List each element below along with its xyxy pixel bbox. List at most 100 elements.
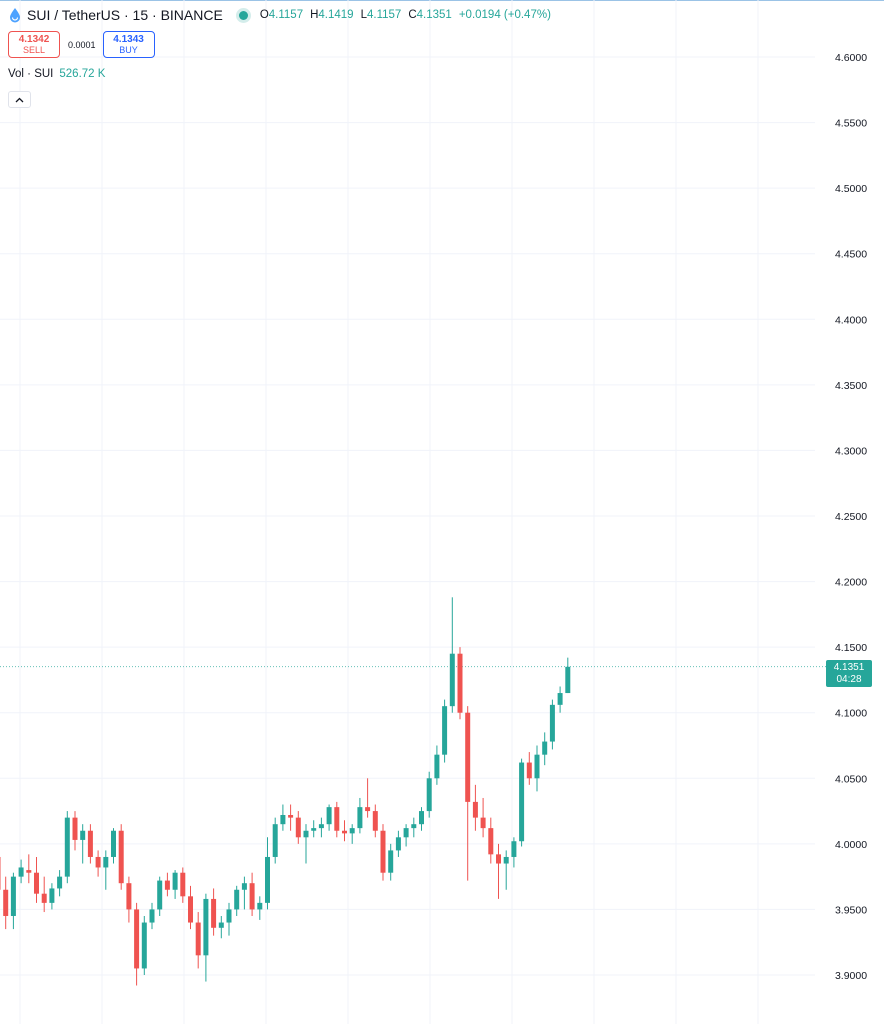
candle-body	[226, 909, 232, 923]
y-axis-tick-label: 4.1500	[835, 642, 867, 654]
trade-panel: 4.1342 SELL 0.0001 4.1343 BUY	[8, 31, 155, 58]
candle-body	[542, 741, 548, 755]
candle-body	[18, 867, 24, 877]
candle-body	[3, 889, 9, 916]
y-axis-tick-label: 4.1000	[835, 708, 867, 720]
candle-body	[526, 762, 532, 779]
candle-body	[511, 841, 517, 857]
candle-body	[449, 653, 455, 707]
candle-body	[95, 856, 101, 868]
candle-body	[172, 872, 178, 890]
candle-body	[403, 828, 409, 838]
candle-body	[141, 922, 147, 969]
candle-body	[419, 811, 424, 825]
chart-top-border	[0, 0, 884, 1]
candle-body	[395, 837, 401, 851]
y-axis-tick-label: 4.2500	[835, 511, 867, 523]
volume-legend[interactable]: Vol · SUI 526.72 K	[8, 68, 105, 80]
candle-body	[241, 883, 247, 890]
candle-body	[496, 854, 501, 864]
candle-body	[87, 830, 93, 857]
candle-body	[164, 880, 170, 890]
y-axis-tick-label: 3.9000	[835, 970, 867, 982]
candle-body	[534, 754, 540, 779]
candle-body	[180, 872, 186, 897]
chevron-up-icon	[15, 97, 24, 102]
candle-body	[488, 828, 494, 855]
candle-body	[434, 754, 440, 779]
ohlc-close: C4.1351	[408, 9, 452, 21]
sell-label: SELL	[22, 45, 46, 55]
bar-countdown: 04:28	[836, 674, 862, 685]
y-axis-tick-label: 4.0500	[835, 773, 867, 785]
sell-button[interactable]: 4.1342 SELL	[8, 31, 60, 58]
last-price-tag: 4.1351 04:28	[826, 660, 872, 687]
sell-price: 4.1342	[18, 34, 50, 45]
market-open-indicator	[238, 10, 248, 20]
y-axis-tick-label: 4.2000	[835, 577, 867, 589]
symbol-title[interactable]: SUI / TetherUS · 15 · BINANCE	[27, 7, 223, 23]
volume-label: Vol · SUI	[8, 68, 54, 80]
candle-body	[272, 824, 278, 857]
candle-body	[249, 883, 255, 910]
ohlc-open: O4.1157	[259, 9, 304, 21]
candle-body	[34, 872, 39, 894]
candle-body	[457, 653, 463, 713]
spread-value: 0.0001	[68, 39, 96, 50]
candle-body	[326, 807, 332, 825]
ohlc-high: H4.1419	[310, 9, 354, 21]
candle-body	[549, 704, 555, 742]
y-axis-tick-label: 4.4000	[835, 314, 867, 326]
chart-legend: SUI / TetherUS · 15 · BINANCE O4.1157 H4…	[8, 7, 551, 23]
ohlc-low: L4.1157	[360, 9, 402, 21]
candle-body	[442, 706, 448, 755]
candle-body	[480, 817, 486, 829]
last-price-value: 4.1351	[833, 662, 865, 673]
y-axis-tick-label: 4.0000	[835, 839, 867, 851]
buy-button[interactable]: 4.1343 BUY	[102, 31, 155, 58]
candle-body	[280, 815, 286, 825]
candle-body	[288, 815, 294, 818]
buy-price: 4.1343	[113, 34, 144, 45]
candle-body	[349, 828, 355, 834]
candle-body	[41, 893, 47, 903]
y-axis-tick-label: 4.3500	[835, 380, 867, 392]
candle-body	[342, 830, 347, 834]
candle-body	[26, 870, 32, 873]
candle-body	[134, 909, 140, 969]
candle-body	[80, 830, 86, 840]
candle-body	[465, 712, 471, 802]
sui-logo-icon	[10, 8, 20, 23]
y-axis-tick-label: 4.4500	[835, 249, 867, 261]
candle-body	[388, 850, 394, 873]
candle-body	[334, 807, 340, 831]
candle-body	[557, 693, 563, 705]
candle-body	[49, 888, 55, 903]
buy-label: BUY	[119, 45, 138, 55]
candle-body	[103, 856, 109, 868]
collapse-legend-button[interactable]	[8, 91, 31, 108]
candle-body	[157, 880, 163, 910]
y-axis-tick-label: 3.9500	[835, 904, 867, 916]
candle-body	[257, 902, 263, 910]
y-axis-tick-label: 4.6000	[835, 52, 867, 64]
candle-body	[218, 922, 224, 928]
candle-body	[365, 807, 371, 812]
candle-body	[10, 876, 16, 916]
y-axis-tick-label: 4.3000	[835, 445, 867, 457]
candle-body	[565, 666, 571, 694]
volume-value: 526.72 K	[59, 68, 106, 80]
candle-body	[318, 824, 324, 829]
candle-body	[64, 817, 70, 877]
candle-body	[380, 830, 386, 873]
candle-body	[72, 817, 78, 840]
candle-body	[234, 889, 240, 910]
candle-body	[149, 909, 155, 923]
price-change: +0.0194 (+0.47%)	[458, 9, 551, 21]
candle-body	[265, 856, 270, 903]
candle-body	[211, 898, 217, 928]
candle-body	[372, 811, 378, 831]
candle-body	[357, 807, 363, 829]
candle-body	[188, 896, 193, 923]
